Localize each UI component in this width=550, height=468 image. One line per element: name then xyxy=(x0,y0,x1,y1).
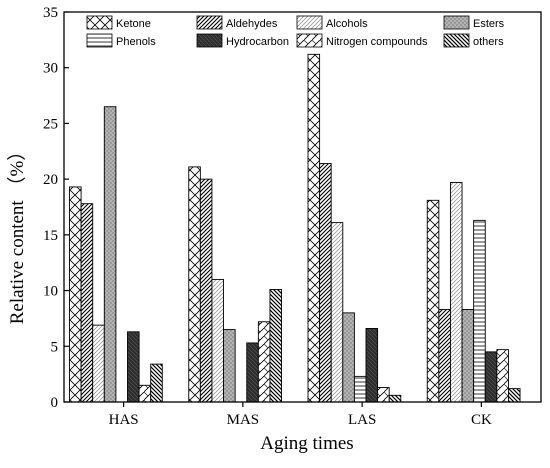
y-tick-label: 30 xyxy=(43,61,58,77)
legend-swatch xyxy=(443,33,470,48)
y-tick-label: 0 xyxy=(51,395,59,411)
x-tick-label-mas: MAS xyxy=(227,412,260,428)
legend: Ketone Aldehydes Alcohols Esters Phenols Hydr… xyxy=(86,15,505,48)
plot-frame xyxy=(63,11,542,403)
legend-swatch xyxy=(196,15,223,30)
legend-item-aldehydes: Aldehydes xyxy=(196,15,278,30)
bar-ck-others xyxy=(508,388,521,403)
bar-has-ketone xyxy=(69,186,82,403)
bar-ck-esters xyxy=(461,309,475,403)
legend-label: Hydrocarbon xyxy=(226,36,289,48)
bar-las-aldehydes xyxy=(319,163,332,403)
bar-has-nitrogen-compounds xyxy=(138,384,152,403)
y-axis-title: Relative content （%） xyxy=(6,142,28,325)
legend-item-ketone: Ketone xyxy=(86,15,151,30)
bar-has-hydrocarbon xyxy=(127,331,140,403)
legend-label: Esters xyxy=(473,18,505,30)
legend-label: Phenols xyxy=(116,36,156,48)
bar-ck-ketone xyxy=(426,199,440,403)
x-axis-title: Aging times xyxy=(260,433,353,454)
y-tick-label: 10 xyxy=(43,284,58,300)
y-tick-label: 15 xyxy=(43,228,58,244)
bar-mas-aldehydes xyxy=(199,178,213,403)
legend-swatch xyxy=(296,33,323,48)
legend-swatch xyxy=(296,15,323,30)
bar-las-esters xyxy=(342,312,355,403)
bar-has-others xyxy=(150,363,163,403)
bar-mas-hydrocarbon xyxy=(246,342,259,403)
x-tick-label-las: LAS xyxy=(348,412,376,428)
plot-area: 0 5 10 15 20 25 30 35 HAS MAS LAS CK xyxy=(43,5,542,428)
y-tick-label: 35 xyxy=(43,5,58,21)
y-tick-label: 5 xyxy=(51,339,59,355)
legend-item-alcohols: Alcohols xyxy=(296,15,368,30)
legend-swatch xyxy=(196,33,223,48)
legend-item-phenols: Phenols xyxy=(86,33,156,48)
bar-ck-nitrogen-compounds xyxy=(496,349,509,403)
bar-has-aldehydes xyxy=(80,203,94,403)
legend-label: others xyxy=(473,36,504,48)
legend-label: Alcohols xyxy=(326,18,368,30)
bar-ck-hydrocarbon xyxy=(484,351,498,403)
bar-las-ketone xyxy=(307,53,321,403)
bar-ck-alcohols xyxy=(450,182,463,403)
bar-mas-ketone xyxy=(188,166,201,403)
legend-item-others: others xyxy=(443,33,504,48)
bar-mas-esters xyxy=(223,329,236,403)
bar-ck-phenols xyxy=(473,219,486,403)
bar-las-alcohols xyxy=(330,222,344,403)
legend-swatch xyxy=(86,33,113,48)
bar-mas-alcohols xyxy=(211,278,224,403)
bar-has-esters xyxy=(103,106,117,403)
legend-item-nitrogen-compounds: Nitrogen compounds xyxy=(296,33,428,48)
bar-ck-aldehydes xyxy=(438,309,451,403)
legend-swatch xyxy=(443,15,470,30)
legend-swatch xyxy=(86,15,113,30)
legend-item-esters: Esters xyxy=(443,15,505,30)
legend-item-hydrocarbon: Hydrocarbon xyxy=(196,33,289,48)
legend-label: Nitrogen compounds xyxy=(326,36,428,48)
bar-las-others xyxy=(388,394,402,403)
bar-las-nitrogen-compounds xyxy=(377,387,390,403)
bar-las-phenols xyxy=(353,375,367,403)
y-tick-label: 20 xyxy=(43,172,58,188)
x-tick-label-has: HAS xyxy=(109,412,139,428)
bar-las-hydrocarbon xyxy=(365,328,379,403)
y-tick-label: 25 xyxy=(43,116,58,132)
legend-label: Ketone xyxy=(116,18,151,30)
x-tick-label-ck: CK xyxy=(471,412,492,428)
legend-label: Aldehydes xyxy=(226,18,278,30)
bar-has-alcohols xyxy=(92,324,105,403)
bar-mas-nitrogen-compounds xyxy=(257,321,271,403)
bar-mas-others xyxy=(269,289,283,403)
